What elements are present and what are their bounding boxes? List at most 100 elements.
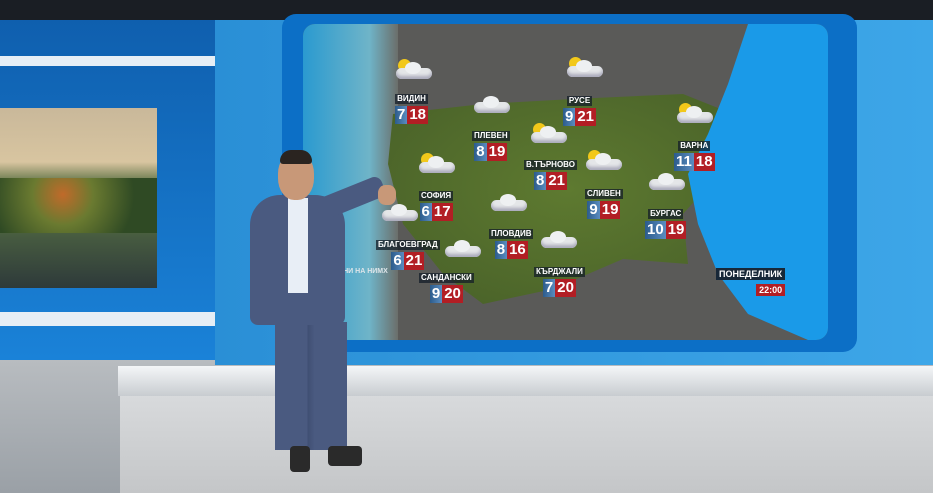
cloud-shape <box>531 126 567 143</box>
min-temp: 9 <box>587 201 600 219</box>
city-name: ПЛОВДИВ <box>489 229 534 239</box>
city-name: ВАРНА <box>678 141 711 151</box>
city-name: САНДАНСКИ <box>419 273 474 283</box>
temperature-pair: 8 16 <box>489 241 533 259</box>
partly-cloudy-icon <box>527 123 567 144</box>
landscape-photo <box>0 108 157 288</box>
cloud-shape <box>419 156 455 173</box>
max-temp: 19 <box>599 201 621 219</box>
presenter-legs <box>275 322 347 450</box>
city-forecast: ВАРНА 11 18 <box>674 135 715 171</box>
stage-base <box>118 366 933 396</box>
cloud-shape <box>567 60 603 77</box>
city-forecast: САНДАНСКИ 9 20 <box>419 267 474 303</box>
cloud-shape <box>474 96 510 113</box>
wall-band <box>0 312 225 326</box>
max-temp: 19 <box>486 143 508 161</box>
temperature-pair: 9 19 <box>585 201 623 219</box>
cloud-shape <box>541 231 577 248</box>
partly-cloudy-icon <box>392 59 432 80</box>
temperature-pair: 10 19 <box>645 221 687 239</box>
max-temp: 20 <box>555 279 576 297</box>
temperature-pair: 9 20 <box>419 285 474 303</box>
cloud-shape <box>382 204 418 221</box>
presenter-hand <box>378 185 396 205</box>
cloud-icon <box>537 231 577 249</box>
partly-cloudy-icon <box>673 103 713 124</box>
city-forecast: СЛИВЕН 9 19 <box>585 183 623 219</box>
max-temp: 19 <box>665 221 687 239</box>
city-name: БУРГАС <box>648 209 684 219</box>
city-forecast: РУСЕ 9 21 <box>563 90 597 126</box>
cloud-shape <box>586 153 622 170</box>
max-temp: 21 <box>546 172 567 190</box>
city-name: ПЛЕВЕН <box>472 131 510 141</box>
partly-cloudy-icon <box>563 57 603 78</box>
city-forecast: БУРГАС 10 19 <box>645 203 687 239</box>
cloud-shape <box>445 240 481 257</box>
city-name: БЛАГОЕВГРАД <box>376 240 440 250</box>
stage-floor <box>120 395 933 493</box>
city-name: КЪРДЖАЛИ <box>534 267 585 277</box>
min-temp: 11 <box>674 153 694 171</box>
temperature-pair: 7 18 <box>395 106 429 124</box>
cloud-icon <box>487 194 527 212</box>
temperature-pair: 7 20 <box>534 279 585 297</box>
presenter-shoe <box>290 446 310 472</box>
cloud-shape <box>677 106 713 123</box>
temperature-pair: 8 19 <box>472 143 510 161</box>
autumn-trees <box>0 178 157 233</box>
city-name: РУСЕ <box>566 96 593 106</box>
min-temp: 7 <box>395 106 408 124</box>
max-temp: 21 <box>575 108 597 126</box>
min-temp: 7 <box>542 279 556 297</box>
cloud-icon <box>470 96 510 114</box>
max-temp: 21 <box>403 252 425 270</box>
min-temp: 9 <box>563 108 576 126</box>
city-name: В.ТЪРНОВО <box>524 160 577 170</box>
cloud-icon <box>378 204 418 222</box>
temperature-pair: 6 17 <box>419 203 453 221</box>
city-forecast: В.ТЪРНОВО 8 21 <box>524 154 577 190</box>
min-temp: 8 <box>533 172 547 190</box>
max-temp: 20 <box>442 285 463 303</box>
data-credit: АННИ НА НИМХ <box>333 268 388 275</box>
cloud-shape <box>491 194 527 211</box>
city-forecast: СОФИЯ 6 17 <box>419 185 454 221</box>
partly-cloudy-icon <box>582 150 622 171</box>
cloud-icon <box>441 240 481 258</box>
min-temp: 9 <box>429 285 443 303</box>
max-temp: 17 <box>431 203 453 221</box>
min-temp: 6 <box>419 203 432 221</box>
city-name: СЛИВЕН <box>585 189 623 199</box>
city-forecast: ПЛЕВЕН 8 19 <box>472 125 510 161</box>
max-temp: 16 <box>507 241 528 259</box>
temperature-pair: 6 21 <box>376 252 440 270</box>
forecast-time: ПОНЕДЕЛНИК 22:00 <box>716 268 786 298</box>
presenter-shoe <box>328 446 362 466</box>
presenter-hair <box>280 150 312 164</box>
cloud-icon <box>645 173 685 191</box>
cloud-shape <box>396 62 432 79</box>
presenter-shirt <box>288 198 308 293</box>
temperature-pair: 9 21 <box>563 108 597 126</box>
temperature-pair: 8 21 <box>524 172 577 190</box>
min-temp: 8 <box>494 241 508 259</box>
city-forecast: ПЛОВДИВ 8 16 <box>489 223 534 259</box>
city-name: СОФИЯ <box>419 191 454 201</box>
max-temp: 18 <box>407 106 429 124</box>
temperature-pair: 11 18 <box>674 153 715 171</box>
min-temp: 10 <box>645 221 666 239</box>
city-forecast: КЪРДЖАЛИ 7 20 <box>534 261 585 297</box>
city-forecast: ВИДИН 7 18 <box>395 88 429 124</box>
partly-cloudy-icon <box>415 153 455 174</box>
min-temp: 6 <box>391 252 404 270</box>
forecast-day: ПОНЕДЕЛНИК <box>716 268 786 280</box>
city-name: ВИДИН <box>395 94 428 104</box>
forecast-hour: 22:00 <box>756 284 786 296</box>
max-temp: 18 <box>693 153 715 171</box>
cloud-shape <box>649 173 685 190</box>
wall-band <box>0 56 215 66</box>
min-temp: 8 <box>474 143 487 161</box>
city-forecast: БЛАГОЕВГРАД 6 21 <box>376 234 440 270</box>
